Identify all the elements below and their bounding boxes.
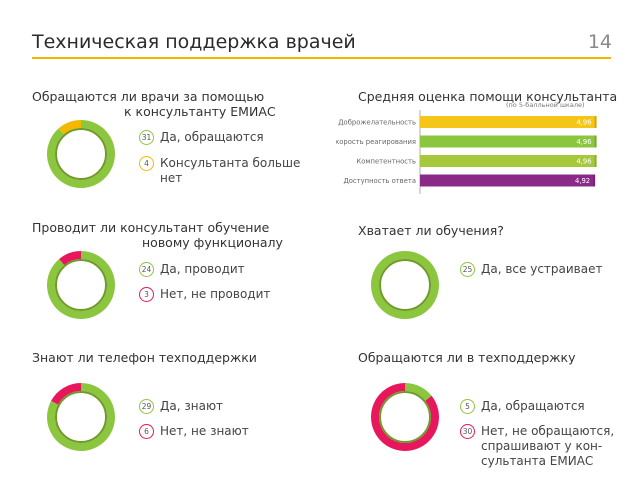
donut-inner-ring bbox=[55, 259, 107, 311]
chart5-legend-label-1: Нет, не знают bbox=[160, 424, 249, 438]
chart1-donut bbox=[46, 120, 115, 188]
bar-edge-0 bbox=[594, 116, 597, 128]
chart3-legend-item-1: 3 Нет, не проводит bbox=[139, 287, 270, 302]
chart3-question: Проводит ли консультант обучение новому … bbox=[32, 220, 283, 250]
page-title: Техническая поддержка врачей bbox=[32, 31, 356, 53]
donut-slice-1 bbox=[58, 120, 81, 135]
bar-edge-1 bbox=[594, 135, 597, 148]
chart4-donut bbox=[370, 251, 439, 319]
chart4-legend-item-0: 25 Да, все устраивает bbox=[460, 262, 602, 277]
chart1-legend-count-1: 4 bbox=[139, 156, 154, 171]
bar-0 bbox=[420, 116, 597, 128]
chart6-legend-label-1: Нет, не обращаются, спрашивают у кон- су… bbox=[481, 424, 615, 468]
chart1-legend-item-1: 4 Консультанта больше нет bbox=[139, 156, 300, 186]
title-underline bbox=[32, 57, 611, 59]
chart4-legend-count-0: 25 bbox=[460, 262, 475, 277]
chart5-question: Знают ли телефон техподдержки bbox=[32, 350, 257, 365]
chart4-question: Хватает ли обучения? bbox=[358, 223, 504, 238]
chart4-legend-label-0: Да, все устраивает bbox=[481, 262, 603, 276]
chart1-question-line1: Обращаются ли врачи за помощью bbox=[32, 89, 265, 104]
chart6-legend-count-0: 5 bbox=[460, 399, 475, 414]
chart6-legend-item-0: 5 Да, обращаются bbox=[460, 399, 585, 414]
donut-slice-0 bbox=[405, 383, 432, 401]
donut-slice-1 bbox=[59, 251, 81, 266]
donut-inner-ring bbox=[379, 259, 431, 311]
chart5-legend-count-0: 29 bbox=[139, 399, 154, 414]
chart3-question-line2: новому функционалу bbox=[142, 235, 283, 250]
bar-category-label-0: Доброжелательность bbox=[338, 119, 416, 127]
chart6-donut bbox=[371, 383, 439, 451]
chart2-title: Средняя оценка помощи консультанта bbox=[358, 89, 618, 104]
chart2-subtitle: (по 5-балльной шкале) bbox=[506, 101, 585, 109]
chart1-legend-item-0: 31 Да, обращаются bbox=[139, 130, 264, 145]
page-number: 14 bbox=[587, 31, 612, 53]
chart1-legend-label-1: Консультанта больше нет bbox=[160, 156, 301, 185]
chart6-question: Обращаются ли в техподдержку bbox=[358, 350, 576, 365]
chart6-legend-item-1: 30 Нет, не обращаются, спрашивают у кон-… bbox=[460, 424, 614, 469]
chart5-legend-count-1: 6 bbox=[139, 424, 154, 439]
chart1-legend-count-0: 31 bbox=[139, 130, 154, 145]
bar-value-label-3: 4,92 bbox=[575, 177, 590, 185]
chart5-donut bbox=[47, 383, 115, 451]
bar-edge-2 bbox=[594, 155, 597, 167]
chart3-legend-count-1: 3 bbox=[139, 287, 154, 302]
bar-category-label-2: Компетентность bbox=[356, 158, 416, 166]
donut-slice-1 bbox=[51, 383, 81, 405]
bar-3 bbox=[420, 174, 596, 187]
chart3-donut bbox=[46, 251, 115, 319]
chart3-legend-item-0: 24 Да, проводит bbox=[139, 262, 245, 277]
donut-inner-ring bbox=[55, 128, 107, 180]
donut-inner-ring bbox=[379, 391, 431, 443]
chart3-legend-count-0: 24 bbox=[139, 262, 154, 277]
chart3-question-line1: Проводит ли консультант обучение bbox=[32, 220, 270, 235]
chart5-legend-label-0: Да, знают bbox=[160, 399, 224, 413]
chart1-question: Обращаются ли врачи за помощью к консуль… bbox=[32, 89, 276, 119]
chart3-legend-label-1: Нет, не проводит bbox=[160, 287, 271, 301]
chart2-bar-chart: Доброжелательность 4,96 Скорость реагирова… bbox=[336, 110, 597, 194]
chart6-legend-count-1: 30 bbox=[460, 424, 475, 439]
chart5-legend-item-1: 6 Нет, не знают bbox=[139, 424, 249, 439]
donut-slice-0 bbox=[370, 251, 439, 319]
bar-category-label-3: Доступность ответа bbox=[343, 177, 416, 185]
donut-slice-0 bbox=[46, 251, 115, 319]
donut-inner-ring bbox=[55, 391, 107, 443]
chart3-legend-label-0: Да, проводит bbox=[160, 262, 245, 276]
chart5-legend-item-0: 29 Да, знают bbox=[139, 399, 223, 414]
bar-2 bbox=[420, 155, 597, 167]
chart1-legend-label-0: Да, обращаются bbox=[160, 130, 264, 144]
chart6-legend-label-0: Да, обращаются bbox=[481, 399, 585, 413]
bar-category-label-1: Скорость реагирования bbox=[336, 138, 416, 146]
bar-value-label-1: 4,96 bbox=[576, 138, 591, 146]
donut-slice-0 bbox=[46, 120, 115, 188]
bar-value-label-0: 4,96 bbox=[576, 119, 591, 127]
bar-1 bbox=[420, 135, 597, 148]
chart1-question-line2: к консультанту ЕМИАС bbox=[124, 104, 276, 119]
bar-edge-3 bbox=[593, 174, 596, 187]
bar-value-label-2: 4,96 bbox=[576, 158, 591, 166]
